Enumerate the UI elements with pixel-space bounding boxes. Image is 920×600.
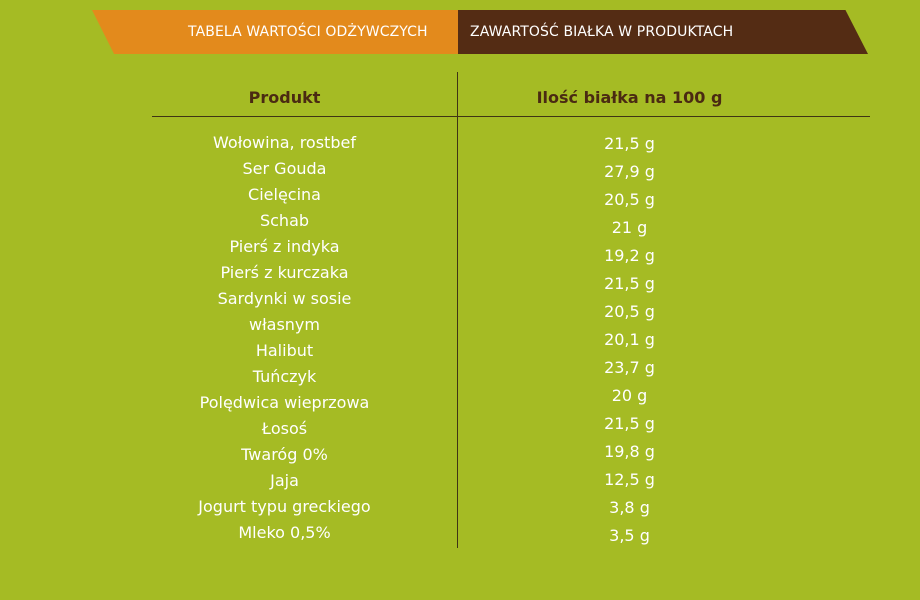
protein-value: 20 g xyxy=(611,386,648,405)
protein-value: 21,5 g xyxy=(604,274,655,293)
product-item: własnym xyxy=(249,315,320,334)
product-item: Schab xyxy=(259,211,310,230)
product-list: Wołowina, rostbef Ser Gouda Cielęcina Sc… xyxy=(152,130,417,546)
header-product: Produkt xyxy=(248,88,321,107)
protein-value: 20,1 g xyxy=(604,330,655,349)
protein-value: 27,9 g xyxy=(604,162,655,181)
product-item: Łosoś xyxy=(261,419,308,438)
header-divider xyxy=(152,116,870,117)
product-item: Jaja xyxy=(270,471,299,490)
product-item: Wołowina, rostbef xyxy=(213,133,356,152)
protein-value-list: 21,5 g 27,9 g 20,5 g 21 g 19,2 g 21,5 g … xyxy=(457,130,802,550)
protein-value: 21,5 g xyxy=(604,134,655,153)
protein-value: 21 g xyxy=(611,218,648,237)
protein-value: 3,8 g xyxy=(609,498,650,517)
tab-nutrition-table[interactable]: TABELA WARTOŚCI ODŻYWCZYCH xyxy=(92,10,460,54)
product-item: Ser Gouda xyxy=(242,159,327,178)
protein-value: 21,5 g xyxy=(604,414,655,433)
product-item: Tuńczyk xyxy=(252,367,317,386)
protein-value: 12,5 g xyxy=(604,470,655,489)
protein-value: 20,5 g xyxy=(604,302,655,321)
product-item: Sardynki w sosie xyxy=(217,289,352,308)
protein-value: 20,5 g xyxy=(604,190,655,209)
tab-bar: TABELA WARTOŚCI ODŻYWCZYCH ZAWARTOŚĆ BIA… xyxy=(0,0,920,60)
tab-protein-content-label: ZAWARTOŚĆ BIAŁKA W PRODUKTACH xyxy=(470,24,734,40)
protein-value: 19,2 g xyxy=(604,246,655,265)
product-item: Jogurt typu greckiego xyxy=(198,497,371,516)
product-item: Pierś z kurczaka xyxy=(220,263,349,282)
tab-nutrition-table-label: TABELA WARTOŚCI ODŻYWCZYCH xyxy=(188,24,428,40)
product-item: Cielęcina xyxy=(248,185,321,204)
column-divider xyxy=(457,72,458,548)
product-item: Mleko 0,5% xyxy=(238,523,331,542)
header-protein: Ilość białka na 100 g xyxy=(536,88,723,107)
protein-value: 3,5 g xyxy=(609,526,650,545)
protein-value: 19,8 g xyxy=(604,442,655,461)
tab-protein-content[interactable]: ZAWARTOŚĆ BIAŁKA W PRODUKTACH xyxy=(458,10,868,54)
protein-value: 23,7 g xyxy=(604,358,655,377)
protein-table: Produkt Ilość białka na 100 g Wołowina, … xyxy=(152,72,870,550)
product-item: Polędwica wieprzowa xyxy=(199,393,370,412)
product-item: Pierś z indyka xyxy=(229,237,340,256)
product-item: Twaróg 0% xyxy=(241,445,328,464)
product-item: Halibut xyxy=(255,341,314,360)
